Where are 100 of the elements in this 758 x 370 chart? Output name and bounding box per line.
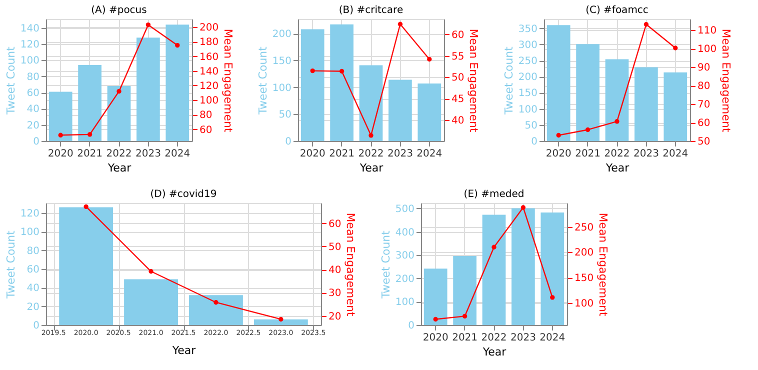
y-tick-label: 80 [26, 246, 40, 257]
y2-tick-label: 100 [574, 298, 594, 310]
bar [453, 256, 476, 325]
point [585, 127, 590, 132]
y2-tick-label: 20 [328, 311, 342, 322]
bar [605, 59, 629, 141]
y-tick-label: 250 [518, 56, 538, 68]
x-tick-label: 2023 [135, 148, 161, 160]
x-axis-title: Year [358, 162, 384, 174]
x-tick-label: 2024 [540, 332, 566, 344]
bar [78, 65, 102, 141]
point [278, 316, 284, 322]
bar [482, 214, 506, 325]
y-axis-title: Tweet Count [502, 46, 516, 116]
y2-tick-label: 150 [574, 273, 594, 284]
x-tick-label: 2022 [481, 332, 507, 344]
point [427, 56, 432, 62]
point [310, 68, 315, 74]
y2-tick-label: 100 [698, 44, 717, 56]
y2-tick-label: 55 [452, 51, 464, 62]
x-tick-label: 2021 [77, 148, 103, 160]
bar [166, 24, 190, 141]
bar [59, 207, 114, 325]
y-tick-label: 300 [395, 250, 414, 262]
y-tick-label: 100 [395, 297, 414, 308]
y-tick-label: 0 [33, 320, 40, 332]
point [146, 22, 151, 28]
y2-tick-label: 50 [452, 72, 464, 84]
y-tick-label: 80 [26, 72, 40, 83]
y-tick-label: 150 [518, 88, 538, 100]
point [398, 22, 403, 26]
bar [424, 268, 448, 325]
y2-tick-label: 70 [698, 100, 710, 111]
chart-title: (B) #critcare [338, 5, 404, 16]
chart-title: (E) #meded [464, 189, 524, 200]
chart-title: (C) #foamcc [586, 5, 648, 16]
point [116, 88, 122, 94]
x-tick-label: 2024 [662, 148, 688, 160]
x-tick-label: 2022 [106, 148, 132, 160]
y2-tick-label: 60 [698, 118, 710, 130]
y2-tick-label: 40 [328, 265, 342, 276]
bar [540, 212, 564, 325]
x-tick-label: 2022 [604, 148, 630, 160]
y2-tick-label: 120 [200, 80, 219, 92]
bar [330, 24, 354, 141]
y-tick-label: 100 [518, 104, 538, 116]
point [462, 314, 468, 319]
bar [664, 72, 688, 141]
y-tick-label: 60 [26, 88, 40, 100]
bar [136, 38, 160, 141]
y-tick-label: 50 [524, 120, 538, 132]
x-axis-title: Year [482, 346, 507, 358]
y2-tick-label: 60 [452, 30, 464, 41]
y-tick-label: 20 [26, 302, 40, 313]
y-tick-label: 120 [20, 208, 40, 220]
y-tick-label: 140 [20, 23, 40, 34]
bar [189, 295, 243, 325]
y2-tick-label: 100 [200, 96, 219, 107]
y2-tick-label: 30 [328, 288, 342, 300]
y-axis-title: Tweet Count [4, 46, 18, 116]
x-tick-label: 2020 [546, 148, 572, 160]
point [214, 300, 218, 305]
y2-axis-title: Mean Engagement [596, 212, 610, 317]
y-tick-label: 500 [395, 204, 414, 215]
bar [359, 65, 383, 141]
y2-tick-label: 50 [698, 136, 710, 148]
y2-tick-label: 45 [452, 94, 464, 106]
y2-tick-label: 60 [200, 124, 212, 136]
point [148, 269, 154, 274]
point [433, 316, 438, 322]
y-tick-label: 0 [531, 136, 538, 148]
y2-tick-label: 180 [200, 37, 219, 48]
bar [634, 67, 658, 141]
y-tick-label: 0 [33, 136, 40, 148]
y-tick-label: 100 [20, 227, 40, 238]
point [58, 132, 63, 138]
y-tick-label: 200 [395, 274, 414, 285]
y2-axis-title: Mean Engagement [467, 28, 480, 133]
bar [124, 279, 178, 325]
bar [254, 319, 308, 325]
chart-title: (D) #covid19 [150, 189, 217, 200]
y-tick-label: 100 [20, 56, 40, 67]
x-tick-label: 2024 [416, 148, 442, 160]
bar [546, 25, 570, 141]
x-tick-label: 2023 [510, 332, 536, 344]
point [556, 132, 561, 138]
x-tick-label: 2021 [452, 332, 478, 344]
y-tick-label: 200 [272, 29, 292, 40]
y2-tick-label: 140 [200, 66, 219, 78]
y2-tick-label: 40 [452, 116, 464, 127]
y-tick-label: 200 [518, 72, 538, 84]
point [673, 46, 678, 50]
y-tick-label: 20 [26, 120, 40, 132]
point [175, 42, 180, 48]
point [339, 68, 344, 74]
y-tick-label: 150 [272, 56, 292, 67]
bar [107, 86, 131, 141]
y2-tick-label: 200 [574, 248, 594, 259]
x-tick-label: 2020 [300, 148, 326, 160]
y-tick-label: 0 [408, 320, 414, 332]
